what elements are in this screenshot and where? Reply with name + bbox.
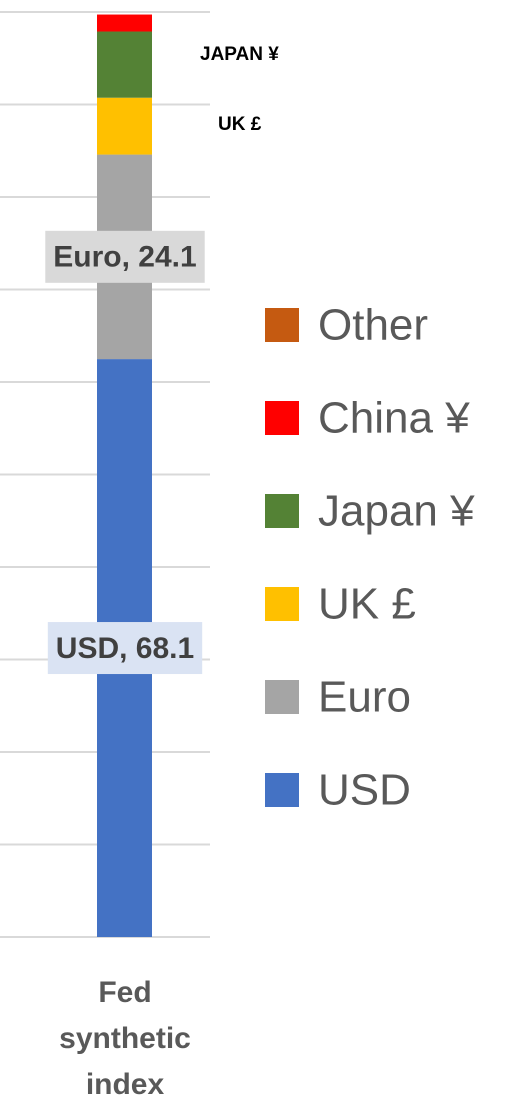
data-label-box [45,230,205,283]
bar-segment [97,31,152,98]
legend-label: Japan ¥ [318,487,475,536]
legend-swatch [265,308,299,342]
legend-label: Euro [318,673,411,722]
legend-swatch [265,680,299,714]
data-label-box [47,622,203,675]
legend-label: UK £ [318,580,416,629]
legend-swatch [265,494,299,528]
legend-label: Other [318,301,428,350]
annotation: UK £ [218,114,262,135]
bar-segment [97,97,152,155]
data-label: Euro, 24.1 [53,241,196,274]
annotation: JAPAN ¥ [200,44,279,65]
legend-swatch [265,773,299,807]
legend-swatch [265,401,299,435]
legend-label: China ¥ [318,394,470,443]
legend-swatch [265,587,299,621]
x-tick-label: Fed synthetic index [59,976,191,1101]
legend-label: USD [318,766,411,815]
data-label: USD, 68.1 [56,632,194,665]
bar-segment [97,14,152,32]
